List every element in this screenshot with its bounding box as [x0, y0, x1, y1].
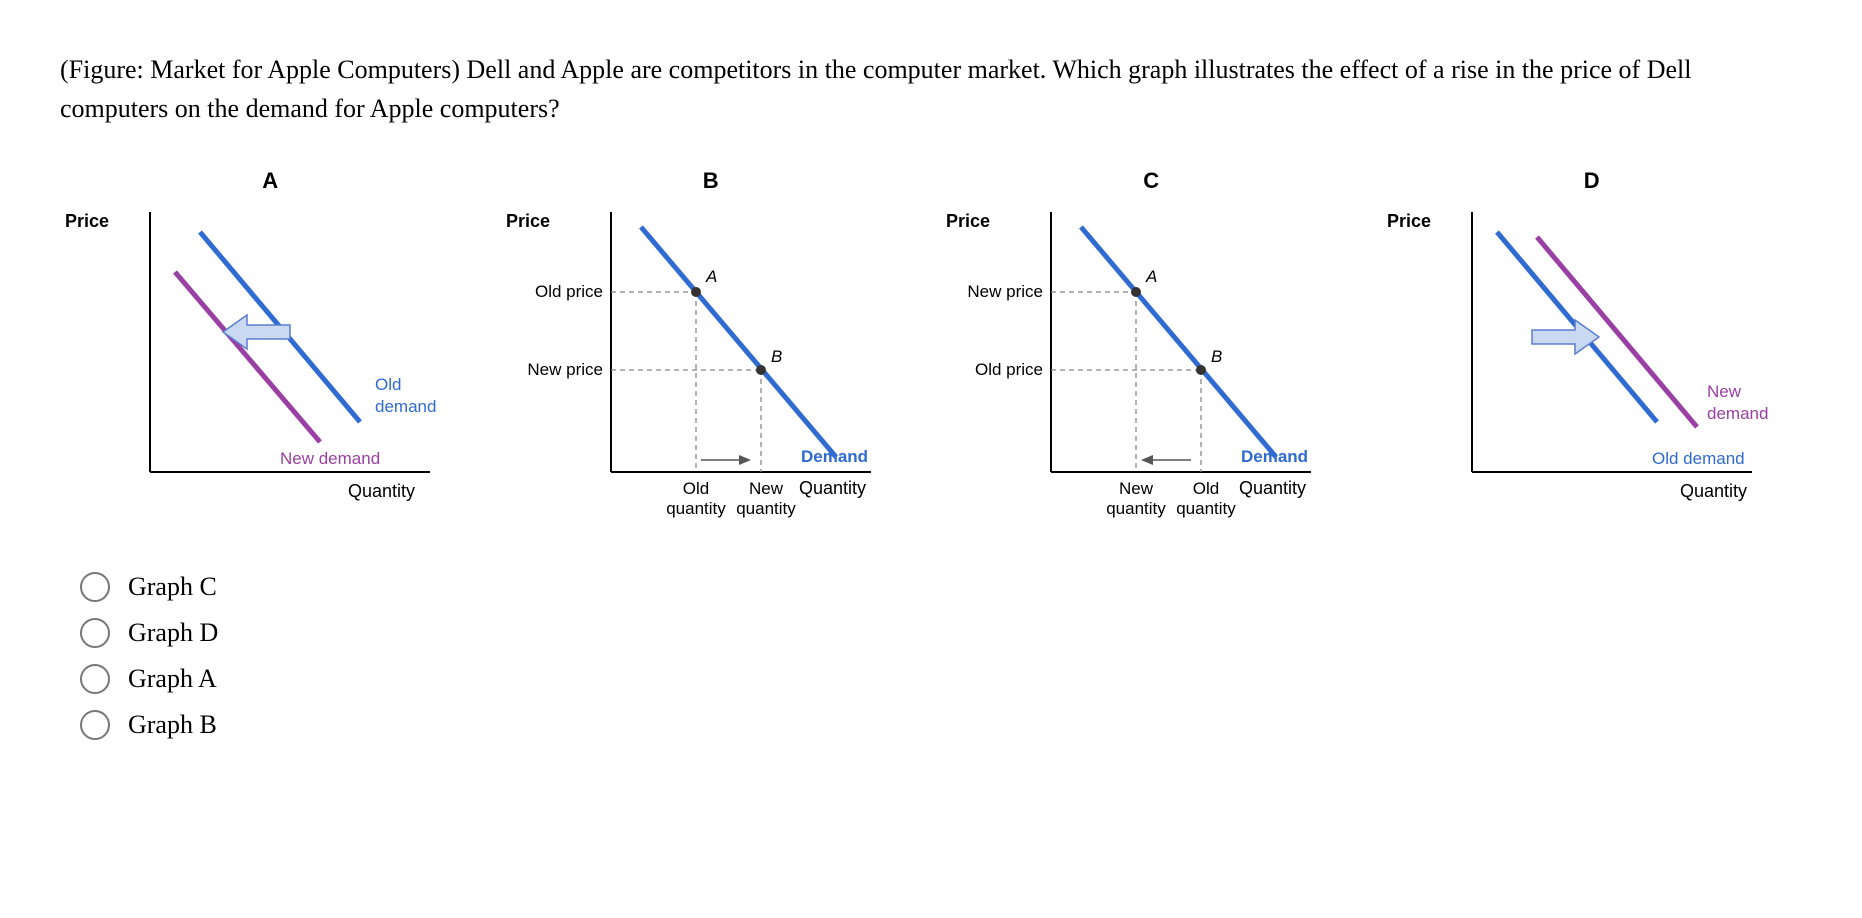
qty-arrow-right-icon: [701, 455, 751, 465]
question-text: (Figure: Market for Apple Computers) Del…: [60, 50, 1802, 128]
axis-x-label: Quantity: [1239, 478, 1306, 498]
qty-arrow-left-icon: [1141, 455, 1191, 465]
radio-icon: [80, 618, 110, 648]
axis-y-label: Price: [946, 211, 990, 231]
point-b-label: B: [1211, 347, 1222, 366]
axis-y-label: Price: [506, 211, 550, 231]
graph-d-title: D: [1584, 168, 1600, 194]
axis-y-label: Price: [1387, 211, 1431, 231]
x-left-l2: quantity: [1106, 499, 1166, 518]
axis-x-label: Quantity: [1680, 481, 1747, 501]
axis-y-label: Price: [65, 211, 109, 231]
option-label: Graph A: [128, 664, 217, 694]
graphs-container: A Price Quantity Old demand New demand B: [60, 168, 1802, 522]
radio-icon: [80, 710, 110, 740]
x-left-l2: quantity: [666, 499, 726, 518]
x-left-l1: Old: [683, 479, 709, 498]
point-b-label: B: [771, 347, 782, 366]
demand-label: Demand: [1241, 447, 1308, 466]
new-price-label: New price: [527, 360, 603, 379]
option-graph-b[interactable]: Graph B: [80, 710, 1802, 740]
point-a-label: A: [1145, 267, 1157, 286]
graph-d-svg: Price Quantity New demand Old demand: [1382, 202, 1802, 522]
old-demand-label-l2: demand: [375, 397, 436, 416]
graph-b-demand-line: [641, 227, 836, 457]
old-price-label: Old price: [535, 282, 603, 301]
graph-c: C A B Price New price Old price Demand N…: [941, 168, 1362, 522]
graph-c-svg: A B Price New price Old price Demand New…: [941, 202, 1361, 522]
old-demand-label: Old demand: [1652, 449, 1745, 468]
x-right-l1: New: [749, 479, 784, 498]
axis-x-label: Quantity: [348, 481, 415, 501]
shift-arrow-right-icon: [1532, 320, 1599, 354]
axis-x-label: Quantity: [799, 478, 866, 498]
new-demand-label: New demand: [280, 449, 380, 468]
option-graph-c[interactable]: Graph C: [80, 572, 1802, 602]
option-graph-a[interactable]: Graph A: [80, 664, 1802, 694]
option-label: Graph D: [128, 618, 218, 648]
x-right-l2: quantity: [1176, 499, 1236, 518]
graph-d: D Price Quantity New demand Old demand: [1382, 168, 1803, 522]
graph-a-title: A: [262, 168, 278, 194]
x-left-l1: New: [1119, 479, 1154, 498]
new-demand-l1: New: [1707, 382, 1742, 401]
point-a-label: A: [705, 267, 717, 286]
graph-a: A Price Quantity Old demand New demand: [60, 168, 481, 522]
graph-b-title: B: [703, 168, 719, 194]
graph-c-title: C: [1143, 168, 1159, 194]
graph-a-new-demand-line: [175, 272, 320, 442]
new-demand-l2: demand: [1707, 404, 1768, 423]
option-label: Graph B: [128, 710, 217, 740]
old-demand-label-l1: Old: [375, 375, 401, 394]
radio-icon: [80, 572, 110, 602]
x-right-l1: Old: [1193, 479, 1219, 498]
graph-b-svg: A B Price Old price New price Demand Old…: [501, 202, 921, 522]
x-right-l2: quantity: [736, 499, 796, 518]
option-graph-d[interactable]: Graph D: [80, 618, 1802, 648]
demand-label: Demand: [801, 447, 868, 466]
radio-icon: [80, 664, 110, 694]
graph-c-demand-line: [1081, 227, 1276, 457]
graph-a-svg: Price Quantity Old demand New demand: [60, 202, 480, 522]
option-label: Graph C: [128, 572, 217, 602]
graph-b: B A B Price Old price New price: [501, 168, 922, 522]
old-price-label: Old price: [975, 360, 1043, 379]
new-price-label: New price: [968, 282, 1044, 301]
answer-options: Graph C Graph D Graph A Graph B: [80, 572, 1802, 740]
